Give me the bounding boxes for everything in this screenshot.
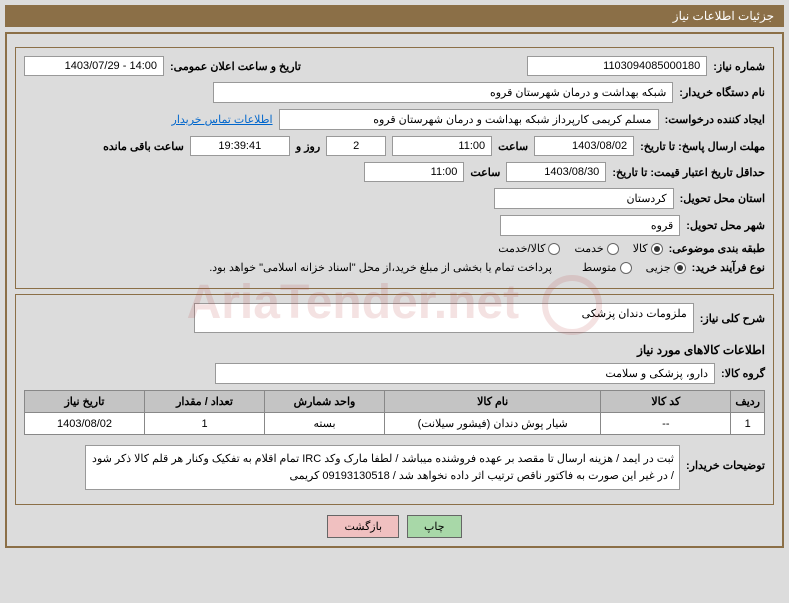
need-summary-section: شرح کلی نیاز: ملزومات دندان پزشکی اطلاعا… [15, 294, 774, 505]
goods-info-title: اطلاعات کالاهای مورد نیاز [24, 343, 765, 357]
panel-header: جزئیات اطلاعات نیاز [5, 5, 784, 27]
cell-row: 1 [731, 413, 765, 435]
details-section: شماره نیاز: 1103094085000180 تاریخ و ساع… [15, 47, 774, 289]
row-subject-class: طبقه بندی موضوعی: کالا خدمت کالا/خدمت [24, 242, 765, 255]
row-deadline-response: مهلت ارسال پاسخ: تا تاریخ: 1403/08/02 سا… [24, 136, 765, 156]
delivery-province-value: کردستان [494, 188, 674, 209]
buyer-device-label: نام دستگاه خریدار: [679, 86, 765, 99]
need-number-label: شماره نیاز: [713, 60, 765, 73]
cell-name: شیار پوش دندان (فیشور سیلانت) [385, 413, 601, 435]
radio-jozee[interactable]: جزیی [646, 261, 686, 274]
min-validity-date: 1403/08/30 [506, 162, 606, 182]
cell-date: 1403/08/02 [25, 413, 145, 435]
purchase-process-label: نوع فرآیند خرید: [692, 261, 765, 274]
days-label: روز و [296, 140, 320, 153]
th-date: تاریخ نیاز [25, 391, 145, 413]
radio-khedmat[interactable]: خدمت [574, 242, 618, 255]
cell-unit: بسته [265, 413, 385, 435]
deadline-response-date: 1403/08/02 [534, 136, 634, 156]
need-summary-label: شرح کلی نیاز: [700, 312, 765, 325]
row-purchase-process: نوع فرآیند خرید: جزیی متوسط پرداخت تمام … [24, 261, 765, 274]
subject-class-label: طبقه بندی موضوعی: [669, 242, 765, 255]
announce-date-label: تاریخ و ساعت اعلان عمومی: [170, 60, 301, 73]
radio-kala-label: کالا [633, 242, 648, 255]
row-need-summary: شرح کلی نیاز: ملزومات دندان پزشکی [24, 303, 765, 333]
row-requester: ایجاد کننده درخواست: مسلم کریمی کارپرداز… [24, 109, 765, 130]
buyer-notes-value: ثبت در ایمد / هزینه ارسال تا مقصد بر عهد… [85, 445, 680, 490]
delivery-province-label: استان محل تحویل: [680, 192, 765, 205]
row-goods-group: گروه کالا: دارو، پزشکی و سلامت [24, 363, 765, 384]
print-button[interactable]: چاپ [407, 515, 462, 538]
requester-value: مسلم کریمی کارپرداز شبکه بهداشت و درمان … [279, 109, 659, 130]
row-delivery-province: استان محل تحویل: کردستان [24, 188, 765, 209]
cell-qty: 1 [145, 413, 265, 435]
back-button[interactable]: بازگشت [327, 515, 399, 538]
remaining-label: ساعت باقی مانده [103, 140, 184, 153]
radio-kala-khedmat-label: کالا/خدمت [498, 242, 545, 255]
radio-kala-khedmat[interactable]: کالا/خدمت [498, 242, 560, 255]
deadline-response-label: مهلت ارسال پاسخ: تا تاریخ: [640, 140, 765, 153]
button-row: چاپ بازگشت [15, 515, 774, 538]
main-container: شماره نیاز: 1103094085000180 تاریخ و ساع… [5, 32, 784, 548]
goods-group-label: گروه کالا: [721, 367, 765, 380]
row-need-number: شماره نیاز: 1103094085000180 تاریخ و ساع… [24, 56, 765, 76]
time-label-2: ساعت [470, 166, 500, 179]
radio-jozee-label: جزیی [646, 261, 671, 274]
radio-circle-icon [607, 243, 619, 255]
radio-circle-icon [620, 262, 632, 274]
th-qty: تعداد / مقدار [145, 391, 265, 413]
table-row: 1 -- شیار پوش دندان (فیشور سیلانت) بسته … [25, 413, 765, 435]
goods-table: ردیف کد کالا نام کالا واحد شمارش تعداد /… [24, 390, 765, 435]
buyer-device-value: شبکه بهداشت و درمان شهرستان قروه [213, 82, 673, 103]
delivery-city-label: شهر محل تحویل: [686, 219, 765, 232]
announce-date-value: 14:00 - 1403/07/29 [24, 56, 164, 76]
radio-circle-icon [674, 262, 686, 274]
radio-circle-icon [548, 243, 560, 255]
th-row: ردیف [731, 391, 765, 413]
purchase-note: پرداخت تمام یا بخشی از مبلغ خرید،از محل … [209, 261, 552, 274]
radio-khedmat-label: خدمت [574, 242, 603, 255]
radio-kala[interactable]: کالا [633, 242, 663, 255]
cell-code: -- [601, 413, 731, 435]
deadline-response-time: 11:00 [392, 136, 492, 156]
th-name: نام کالا [385, 391, 601, 413]
contact-link[interactable]: اطلاعات تماس خریدار [172, 113, 273, 126]
row-delivery-city: شهر محل تحویل: قروه [24, 215, 765, 236]
table-header-row: ردیف کد کالا نام کالا واحد شمارش تعداد /… [25, 391, 765, 413]
process-radio-group: جزیی متوسط [582, 261, 686, 274]
time-label-1: ساعت [498, 140, 528, 153]
buyer-notes-label: توضیحات خریدار: [686, 459, 765, 472]
row-buyer-device: نام دستگاه خریدار: شبکه بهداشت و درمان ش… [24, 82, 765, 103]
countdown-value: 19:39:41 [190, 136, 290, 156]
th-code: کد کالا [601, 391, 731, 413]
radio-motavaset[interactable]: متوسط [582, 261, 632, 274]
requester-label: ایجاد کننده درخواست: [665, 113, 765, 126]
need-number-value: 1103094085000180 [527, 56, 707, 76]
min-validity-label: حداقل تاریخ اعتبار قیمت: تا تاریخ: [612, 166, 765, 179]
row-min-validity: حداقل تاریخ اعتبار قیمت: تا تاریخ: 1403/… [24, 162, 765, 182]
radio-circle-icon [651, 243, 663, 255]
need-summary-value: ملزومات دندان پزشکی [194, 303, 694, 333]
th-unit: واحد شمارش [265, 391, 385, 413]
goods-group-value: دارو، پزشکی و سلامت [215, 363, 715, 384]
row-buyer-notes: توضیحات خریدار: ثبت در ایمد / هزینه ارسا… [24, 445, 765, 490]
min-validity-time: 11:00 [364, 162, 464, 182]
subject-radio-group: کالا خدمت کالا/خدمت [498, 242, 662, 255]
radio-motavaset-label: متوسط [582, 261, 617, 274]
days-remaining: 2 [326, 136, 386, 156]
delivery-city-value: قروه [500, 215, 680, 236]
